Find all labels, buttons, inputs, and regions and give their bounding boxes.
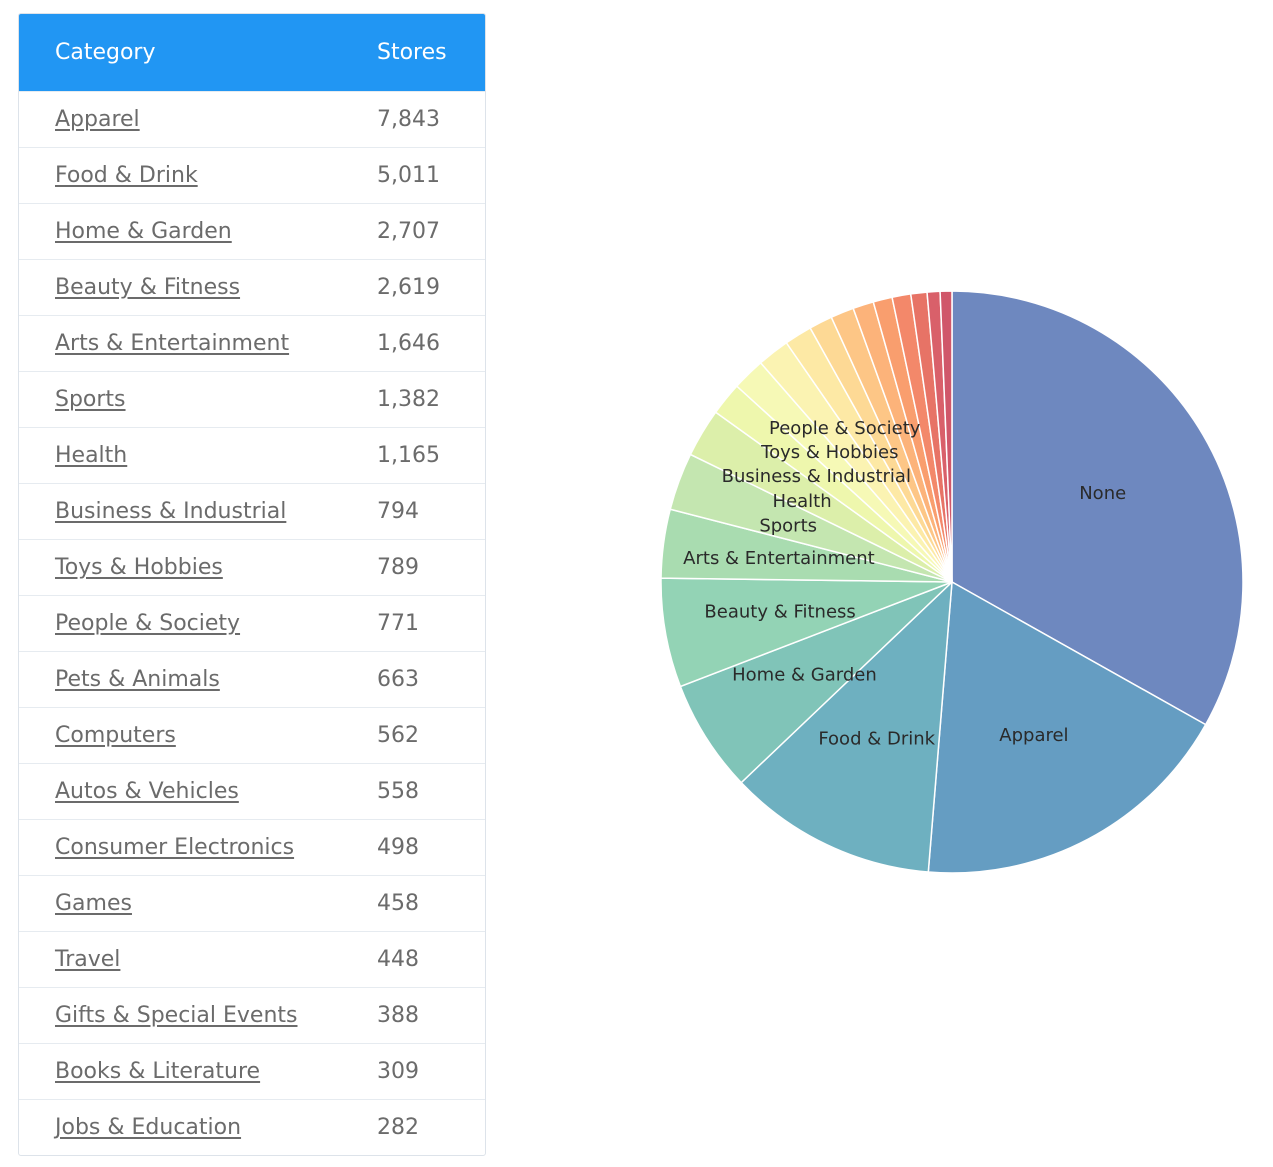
store-count: 498 (377, 835, 419, 860)
pie-slice[interactable] (740, 580, 953, 873)
category-link[interactable]: Gifts & Special Events (55, 1003, 298, 1028)
table-row: Travel 448 (19, 931, 485, 987)
table-row: Health 1,165 (19, 427, 485, 483)
pie-slice[interactable] (927, 580, 1207, 874)
category-link[interactable]: Consumer Electronics (55, 835, 295, 860)
store-count: 458 (377, 891, 419, 916)
category-link[interactable]: Sports (55, 387, 126, 412)
pie-slice[interactable] (939, 290, 953, 583)
category-link[interactable]: Games (55, 891, 132, 916)
table-row: Gifts & Special Events 388 (19, 987, 485, 1043)
pie-slice[interactable] (951, 290, 1244, 726)
slice-label: Home & Garden (732, 664, 877, 685)
store-count: 1,646 (377, 331, 440, 356)
category-link[interactable]: Beauty & Fitness (55, 275, 241, 300)
table-row: Autos & Vehicles 558 (19, 763, 485, 819)
category-link[interactable]: Travel (55, 947, 121, 972)
slice-label: Beauty & Fitness (704, 602, 855, 623)
table-row: Toys & Hobbies 789 (19, 539, 485, 595)
table-row: Consumer Electronics 498 (19, 819, 485, 875)
category-link[interactable]: Books & Literature (55, 1059, 261, 1084)
slice-label: Arts & Entertainment (683, 548, 875, 569)
store-count: 282 (377, 1115, 419, 1140)
store-count: 771 (377, 611, 419, 636)
store-count: 794 (377, 499, 419, 524)
category-link[interactable]: Apparel (55, 107, 140, 132)
table-row: Jobs & Education 282 (19, 1099, 485, 1155)
slice-label: Health (773, 491, 832, 512)
category-link[interactable]: Jobs & Education (55, 1115, 242, 1140)
header-stores[interactable]: Stores (377, 40, 447, 65)
slice-label: People & Society (769, 418, 921, 439)
table-row: Home & Garden 2,707 (19, 203, 485, 259)
table-row: Beauty & Fitness 2,619 (19, 259, 485, 315)
slice-label: Toys & Hobbies (760, 442, 898, 463)
table-row: Apparel 7,843 (19, 91, 485, 147)
table-row: Sports 1,382 (19, 371, 485, 427)
slice-label: Apparel (999, 725, 1068, 746)
store-count: 388 (377, 1003, 419, 1028)
table-row: Games 458 (19, 875, 485, 931)
table-row: Business & Industrial 794 (19, 483, 485, 539)
table-row: People & Society 771 (19, 595, 485, 651)
category-link[interactable]: Health (55, 443, 128, 468)
slice-label: None (1079, 483, 1126, 504)
table-row: Arts & Entertainment 1,646 (19, 315, 485, 371)
category-link[interactable]: Pets & Animals (55, 667, 220, 692)
category-link[interactable]: Home & Garden (55, 219, 232, 244)
slice-label: Business & Industrial (722, 466, 911, 487)
store-count: 7,843 (377, 107, 440, 132)
store-count: 789 (377, 555, 419, 580)
store-count: 448 (377, 947, 419, 972)
category-table: Category Stores Apparel 7,843 Food & Drink… (18, 13, 486, 1156)
store-count: 2,619 (377, 275, 440, 300)
store-count: 1,382 (377, 387, 440, 412)
category-link[interactable]: Toys & Hobbies (55, 555, 223, 580)
pie-slice[interactable] (679, 581, 953, 784)
category-link[interactable]: Food & Drink (55, 163, 198, 188)
store-count: 562 (377, 723, 419, 748)
category-link[interactable]: Business & Industrial (55, 499, 287, 524)
category-link[interactable]: Computers (55, 723, 176, 748)
store-count: 558 (377, 779, 419, 804)
table-row: Computers 562 (19, 707, 485, 763)
store-count: 5,011 (377, 163, 440, 188)
category-link[interactable]: People & Society (55, 611, 241, 636)
table-row: Pets & Animals 663 (19, 651, 485, 707)
slice-label: Sports (759, 516, 817, 537)
store-count: 663 (377, 667, 419, 692)
store-count: 1,165 (377, 443, 440, 468)
store-count: 2,707 (377, 219, 440, 244)
header-category[interactable]: Category (55, 40, 156, 65)
table-row: Food & Drink 5,011 (19, 147, 485, 203)
table-header: Category Stores (19, 14, 485, 91)
category-link[interactable]: Autos & Vehicles (55, 779, 239, 804)
store-count: 309 (377, 1059, 419, 1084)
slice-label: Food & Drink (818, 729, 935, 750)
category-link[interactable]: Arts & Entertainment (55, 331, 290, 356)
table-row: Books & Literature 309 (19, 1043, 485, 1099)
